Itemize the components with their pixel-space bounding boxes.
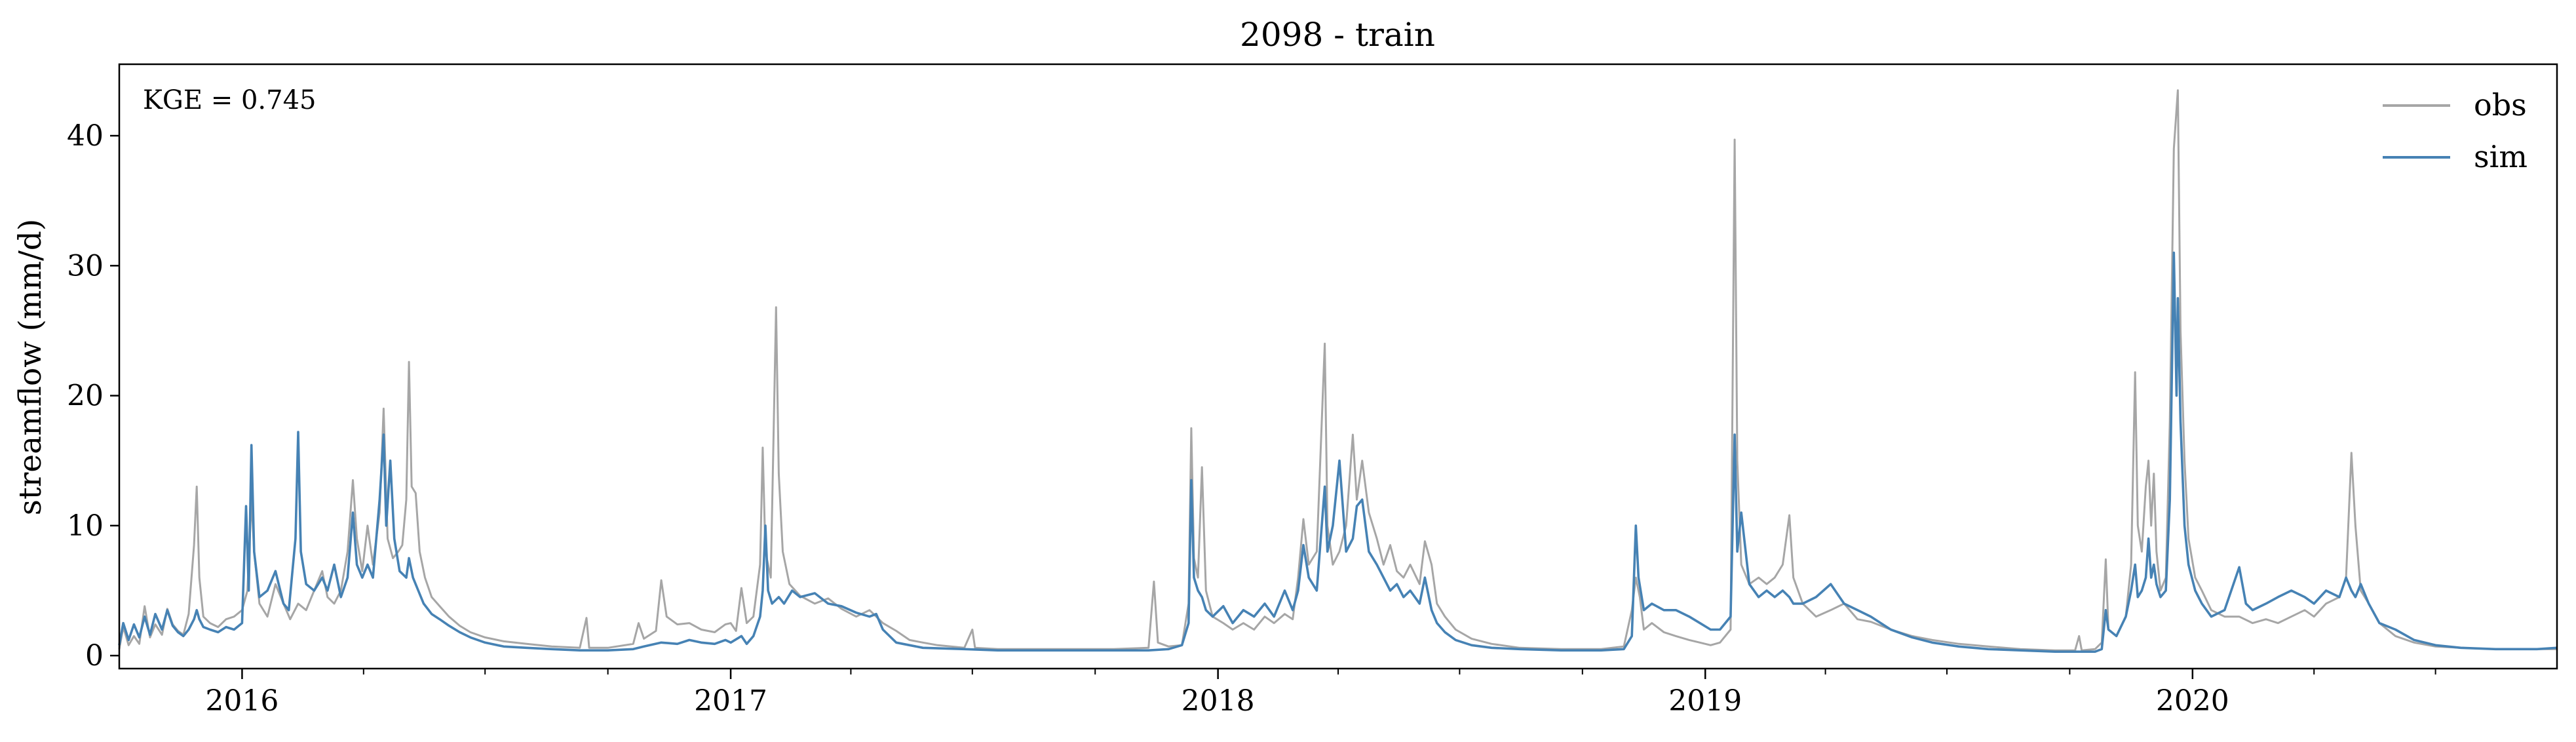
legend-item-obs: obs bbox=[2383, 87, 2527, 123]
legend-obs-label: obs bbox=[2474, 87, 2527, 123]
y-axis-label: streamflow (mm/d) bbox=[12, 219, 48, 515]
y-tick-label: 40 bbox=[67, 119, 104, 153]
plot-area: 0 10 20 30 40 2016 2017 2018 2019 2020 KGE = 0.7… bbox=[67, 63, 2558, 718]
y-tick-label: 20 bbox=[67, 380, 104, 413]
series-line-obs bbox=[118, 89, 2557, 652]
legend: obs sim bbox=[2383, 87, 2528, 174]
x-tick-label: 2017 bbox=[694, 684, 767, 718]
x-tick-label: 2020 bbox=[2156, 684, 2229, 718]
series-line-sim bbox=[118, 251, 2558, 653]
kge-annotation: KGE = 0.745 bbox=[143, 85, 317, 115]
y-tick-label: 0 bbox=[85, 639, 104, 673]
x-tick-label: 2018 bbox=[1182, 684, 1255, 718]
series-layer bbox=[118, 89, 2558, 653]
legend-sim-label: sim bbox=[2474, 139, 2528, 174]
x-axis-ticks: 2016 2017 2018 2019 2020 bbox=[205, 669, 2436, 718]
x-tick-label: 2016 bbox=[205, 684, 279, 718]
chart-title: 2098 - train bbox=[1240, 16, 1435, 54]
y-tick-label: 30 bbox=[67, 249, 104, 283]
x-tick-label: 2019 bbox=[1668, 684, 1742, 718]
legend-item-sim: sim bbox=[2383, 139, 2528, 174]
y-axis-ticks: 0 10 20 30 40 bbox=[67, 119, 119, 673]
y-tick-label: 10 bbox=[67, 509, 104, 543]
